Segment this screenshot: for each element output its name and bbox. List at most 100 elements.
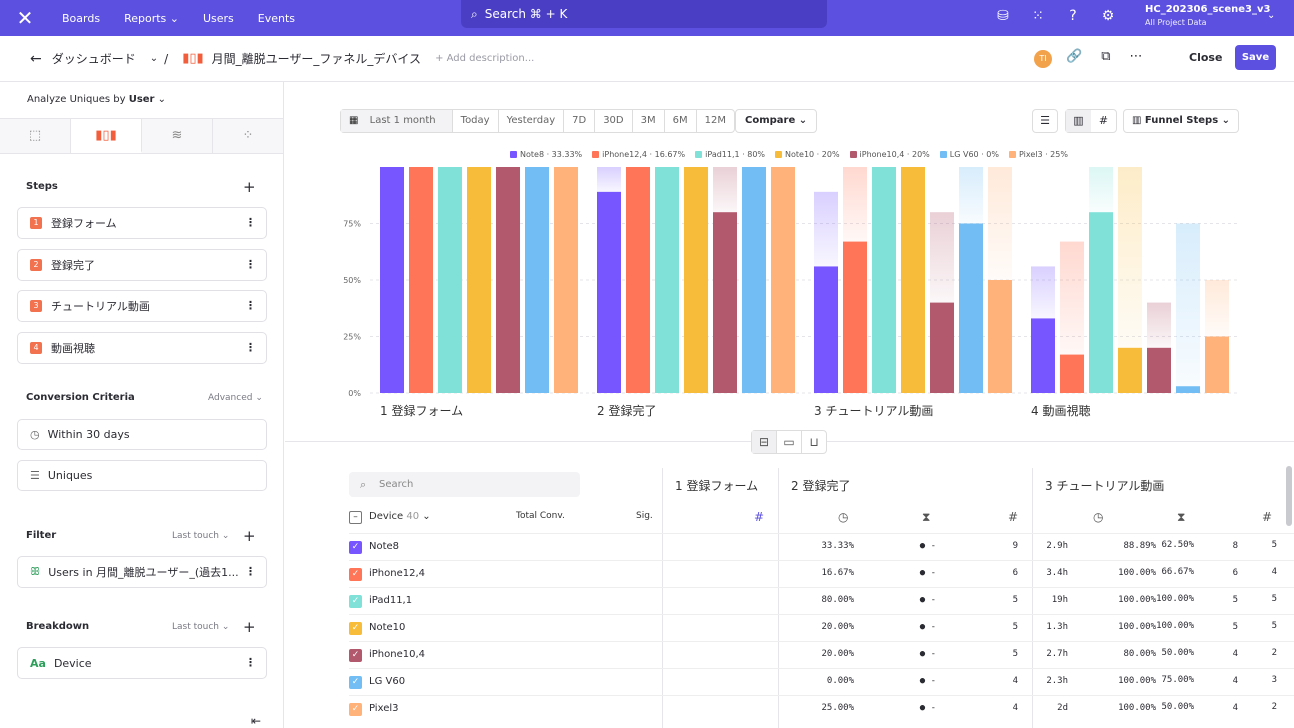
nav-reports[interactable]: Reports ⌄ <box>124 11 179 25</box>
checkbox[interactable]: ✓ <box>349 676 362 689</box>
hash-icon[interactable]: # <box>1098 114 1109 127</box>
add-step-button[interactable]: + <box>243 178 256 196</box>
add-description[interactable]: + Add description... <box>435 53 535 64</box>
logo-icon[interactable]: ✕ <box>16 6 34 30</box>
hash-icon[interactable]: # <box>1262 510 1273 524</box>
add-breakdown-button[interactable]: + <box>243 618 256 636</box>
range-3m[interactable]: 3M <box>633 110 665 132</box>
save-button[interactable]: Save <box>1235 45 1276 70</box>
chart-type-dropdown[interactable]: ▥ Funnel Steps ⌄ <box>1123 109 1239 133</box>
conversion-window[interactable]: ◷ Within 30 days <box>17 419 267 450</box>
report-title[interactable]: 月間_離脱ユーザー_ファネル_デバイス <box>211 52 422 66</box>
step-item[interactable]: 1 登録フォーム ⋮ <box>17 207 267 239</box>
checkbox[interactable]: ✓ <box>349 622 362 635</box>
clock-check-icon[interactable]: ◷ <box>1093 510 1104 524</box>
tab-funnels[interactable]: ▮▯▮ <box>71 119 142 153</box>
help-icon[interactable]: ? <box>1069 8 1077 24</box>
range-30d[interactable]: 30D <box>595 110 633 132</box>
range-today[interactable]: Today <box>453 110 499 132</box>
tab-insights[interactable]: ⬚ <box>0 119 71 153</box>
kebab-menu-icon[interactable]: ⋮ <box>245 656 256 669</box>
kebab-menu-icon[interactable]: ⋮ <box>245 341 256 354</box>
collapse-sidebar-icon[interactable]: ⇤ <box>251 714 262 728</box>
advanced-dropdown[interactable]: Advanced ⌄ <box>208 393 263 403</box>
close-button[interactable]: Close <box>1189 51 1223 64</box>
split-view-icon[interactable]: ⊟ <box>752 431 777 453</box>
hash-icon[interactable]: # <box>1008 510 1019 524</box>
analyze-by[interactable]: Analyze Uniques by User ⌄ <box>27 94 167 105</box>
legend-item[interactable]: Note8 · 33.33% <box>510 150 582 159</box>
compare-dropdown[interactable]: Compare ⌄ <box>735 109 818 133</box>
kebab-menu-icon[interactable]: ⋮ <box>245 216 256 229</box>
link-icon[interactable]: 🔗 <box>1066 49 1083 64</box>
breadcrumb[interactable]: ダッシュボード <box>51 52 136 66</box>
checkbox[interactable]: ✓ <box>349 703 362 716</box>
table-scrollbar[interactable] <box>1286 466 1292 526</box>
sig-header[interactable]: Sig. <box>636 511 653 521</box>
breakdown-item[interactable]: Aa Device ⋮ <box>17 647 267 679</box>
sort-icon[interactable]: ☰ <box>1032 109 1058 133</box>
hash-icon[interactable]: # <box>754 510 765 524</box>
legend-item[interactable]: LG V60 · 0% <box>939 150 999 159</box>
range-yesterday[interactable]: Yesterday <box>499 110 565 132</box>
legend-item[interactable]: iPhone12,4 · 16.67% <box>592 150 685 159</box>
kebab-menu-icon[interactable]: ⋮ <box>245 565 256 578</box>
kebab-menu-icon[interactable]: ⋮ <box>245 299 256 312</box>
counting-method[interactable]: ☰ Uniques <box>17 460 267 491</box>
filter-item[interactable]: ꕥ Users in 月間_離脱ユーザー_(過去1... ⋮ <box>17 556 267 588</box>
project-switcher[interactable]: HC_202306_scene3_v3 All Project Data ⌄ <box>1145 3 1275 29</box>
conversion-rate-icon[interactable]: ⧗ <box>1177 510 1186 524</box>
nav-events[interactable]: Events <box>257 11 296 25</box>
breakdown-touch-dropdown[interactable]: Last touch ⌄ <box>172 622 230 632</box>
step-item[interactable]: 2 登録完了 ⋮ <box>17 249 267 281</box>
duplicate-icon[interactable]: ⧉ <box>1101 49 1111 64</box>
bar-chart-icon[interactable]: ▥ <box>1066 110 1091 132</box>
kebab-menu-icon[interactable]: ⋮ <box>245 258 256 271</box>
more-icon[interactable]: ⋯ <box>1129 49 1143 64</box>
step-item[interactable]: 4 動画視聴 ⋮ <box>17 332 267 364</box>
nav-boards[interactable]: Boards <box>62 11 101 25</box>
gear-icon[interactable]: ⚙ <box>1101 8 1115 24</box>
conversion-rate-icon[interactable]: ⧗ <box>922 510 931 524</box>
table-only-icon[interactable]: ⊔ <box>809 435 819 449</box>
chart-only-icon[interactable]: ▭ <box>777 431 802 453</box>
legend-item[interactable]: iPhone10,4 · 20% <box>849 150 930 159</box>
checkbox[interactable]: ✓ <box>349 541 362 554</box>
chevron-down-icon[interactable]: ⌄ <box>149 53 159 64</box>
checkbox[interactable]: ✓ <box>349 568 362 581</box>
total-conv-header[interactable]: Total Conv. <box>516 511 565 521</box>
range-6m[interactable]: 6M <box>665 110 697 132</box>
filter-touch-dropdown[interactable]: Last touch ⌄ <box>172 531 230 541</box>
x-category-label: 4 動画視聴 <box>1031 403 1090 418</box>
legend-item[interactable]: iPad11,1 · 80% <box>695 150 765 159</box>
legend-item[interactable]: Note10 · 20% <box>775 150 840 159</box>
range-7d[interactable]: 7D <box>564 110 596 132</box>
database-icon[interactable]: ⛁ <box>997 8 1009 24</box>
add-filter-button[interactable]: + <box>243 527 256 545</box>
legend-item[interactable]: Pixel3 · 25% <box>1008 150 1068 159</box>
back-arrow-icon[interactable]: ← <box>30 50 42 67</box>
select-all-checkbox[interactable]: – <box>349 511 362 524</box>
range-last-1-month[interactable]: ▦ Last 1 month <box>341 110 453 132</box>
apps-grid-icon[interactable]: ⁙ <box>1032 8 1044 24</box>
avatar[interactable]: TI <box>1034 50 1052 68</box>
range-12m[interactable]: 12M <box>704 115 726 126</box>
global-search[interactable]: ⌕ Search ⌘ + K <box>461 0 827 28</box>
nav-users[interactable]: Users <box>202 11 234 25</box>
table-search-input[interactable]: ⌕ Search <box>349 472 580 497</box>
tab-flows[interactable]: ≋ <box>142 119 213 153</box>
step-item[interactable]: 3 チュートリアル動画 ⋮ <box>17 290 267 322</box>
tab-retention[interactable]: ⁘ <box>213 119 284 153</box>
conversion-bar <box>409 167 433 393</box>
clock-check-icon[interactable]: ◷ <box>838 510 849 524</box>
checkbox[interactable]: ✓ <box>349 595 362 608</box>
device-column-header[interactable]: Device 40 ⌄ <box>369 511 431 522</box>
checkbox[interactable]: ✓ <box>349 649 362 662</box>
